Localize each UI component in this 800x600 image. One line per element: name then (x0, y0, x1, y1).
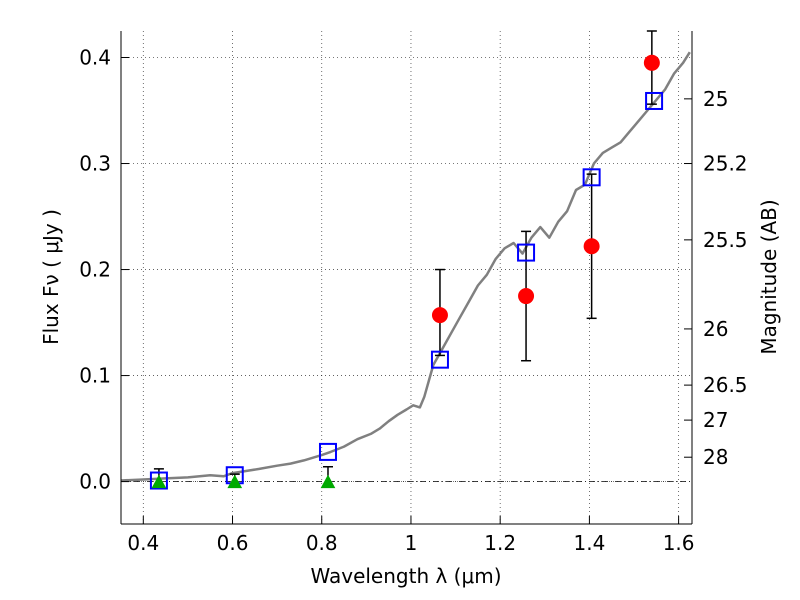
x-tick-label: 0.6 (217, 531, 249, 555)
y-axis-label: Flux Fν ( μJy ) (39, 209, 63, 345)
x-tick-label: 0.4 (127, 531, 159, 555)
x-tick-label: 1.2 (484, 531, 516, 555)
non-detection-triangle (227, 474, 243, 489)
observed-point (583, 238, 600, 255)
non-detection-triangle (151, 474, 167, 489)
model-spectrum-line (120, 51, 691, 482)
axes-layer (120, 31, 693, 525)
x-tick-label: 1.4 (573, 531, 605, 555)
observed-point (643, 54, 660, 71)
spectrum-layer (120, 51, 691, 482)
model-band-square (645, 91, 664, 110)
right-tick-label: 27 (703, 408, 728, 432)
right-tick-label: 25.5 (703, 228, 748, 252)
y-tick-label: 0.1 (79, 364, 111, 388)
observed-point (518, 288, 535, 305)
x-axis-label: Wavelength λ (μm) (310, 564, 501, 588)
model-band-square (582, 168, 601, 187)
right-tick-label: 26 (703, 317, 728, 341)
y-tick-label: 0.0 (79, 470, 111, 494)
observed-point (431, 307, 448, 324)
marker-layer (149, 30, 664, 490)
model-band-square (149, 471, 168, 490)
grid-layer (121, 31, 692, 524)
right-tick-label: 25.2 (703, 152, 748, 176)
x-tick-label: 1 (405, 531, 418, 555)
right-axis-label: Magnitude (AB) (757, 199, 781, 354)
x-tick-label: 0.8 (306, 531, 338, 555)
non-detection-triangle (320, 474, 336, 489)
right-tick-label: 28 (703, 445, 728, 469)
right-tick-label: 26.5 (703, 373, 748, 397)
x-tick-label: 1.6 (663, 531, 695, 555)
model-band-square (430, 350, 449, 369)
model-band-square (318, 442, 337, 461)
tick-layer: 0.4 0.6 0.8 1 1.2 1.4 1.6 0.0 0.1 0.2 0.3 0.4 25 25.2… (79, 46, 747, 555)
y-tick-label: 0.2 (79, 258, 111, 282)
right-tick-label: 25 (703, 87, 728, 111)
y-tick-label: 0.3 (79, 152, 111, 176)
y-tick-label: 0.4 (79, 46, 111, 70)
model-band-square (517, 243, 536, 262)
